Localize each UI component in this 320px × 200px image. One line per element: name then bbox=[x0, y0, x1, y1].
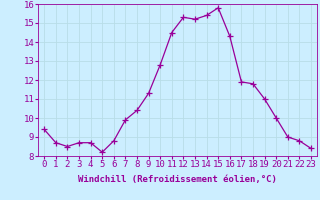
X-axis label: Windchill (Refroidissement éolien,°C): Windchill (Refroidissement éolien,°C) bbox=[78, 175, 277, 184]
